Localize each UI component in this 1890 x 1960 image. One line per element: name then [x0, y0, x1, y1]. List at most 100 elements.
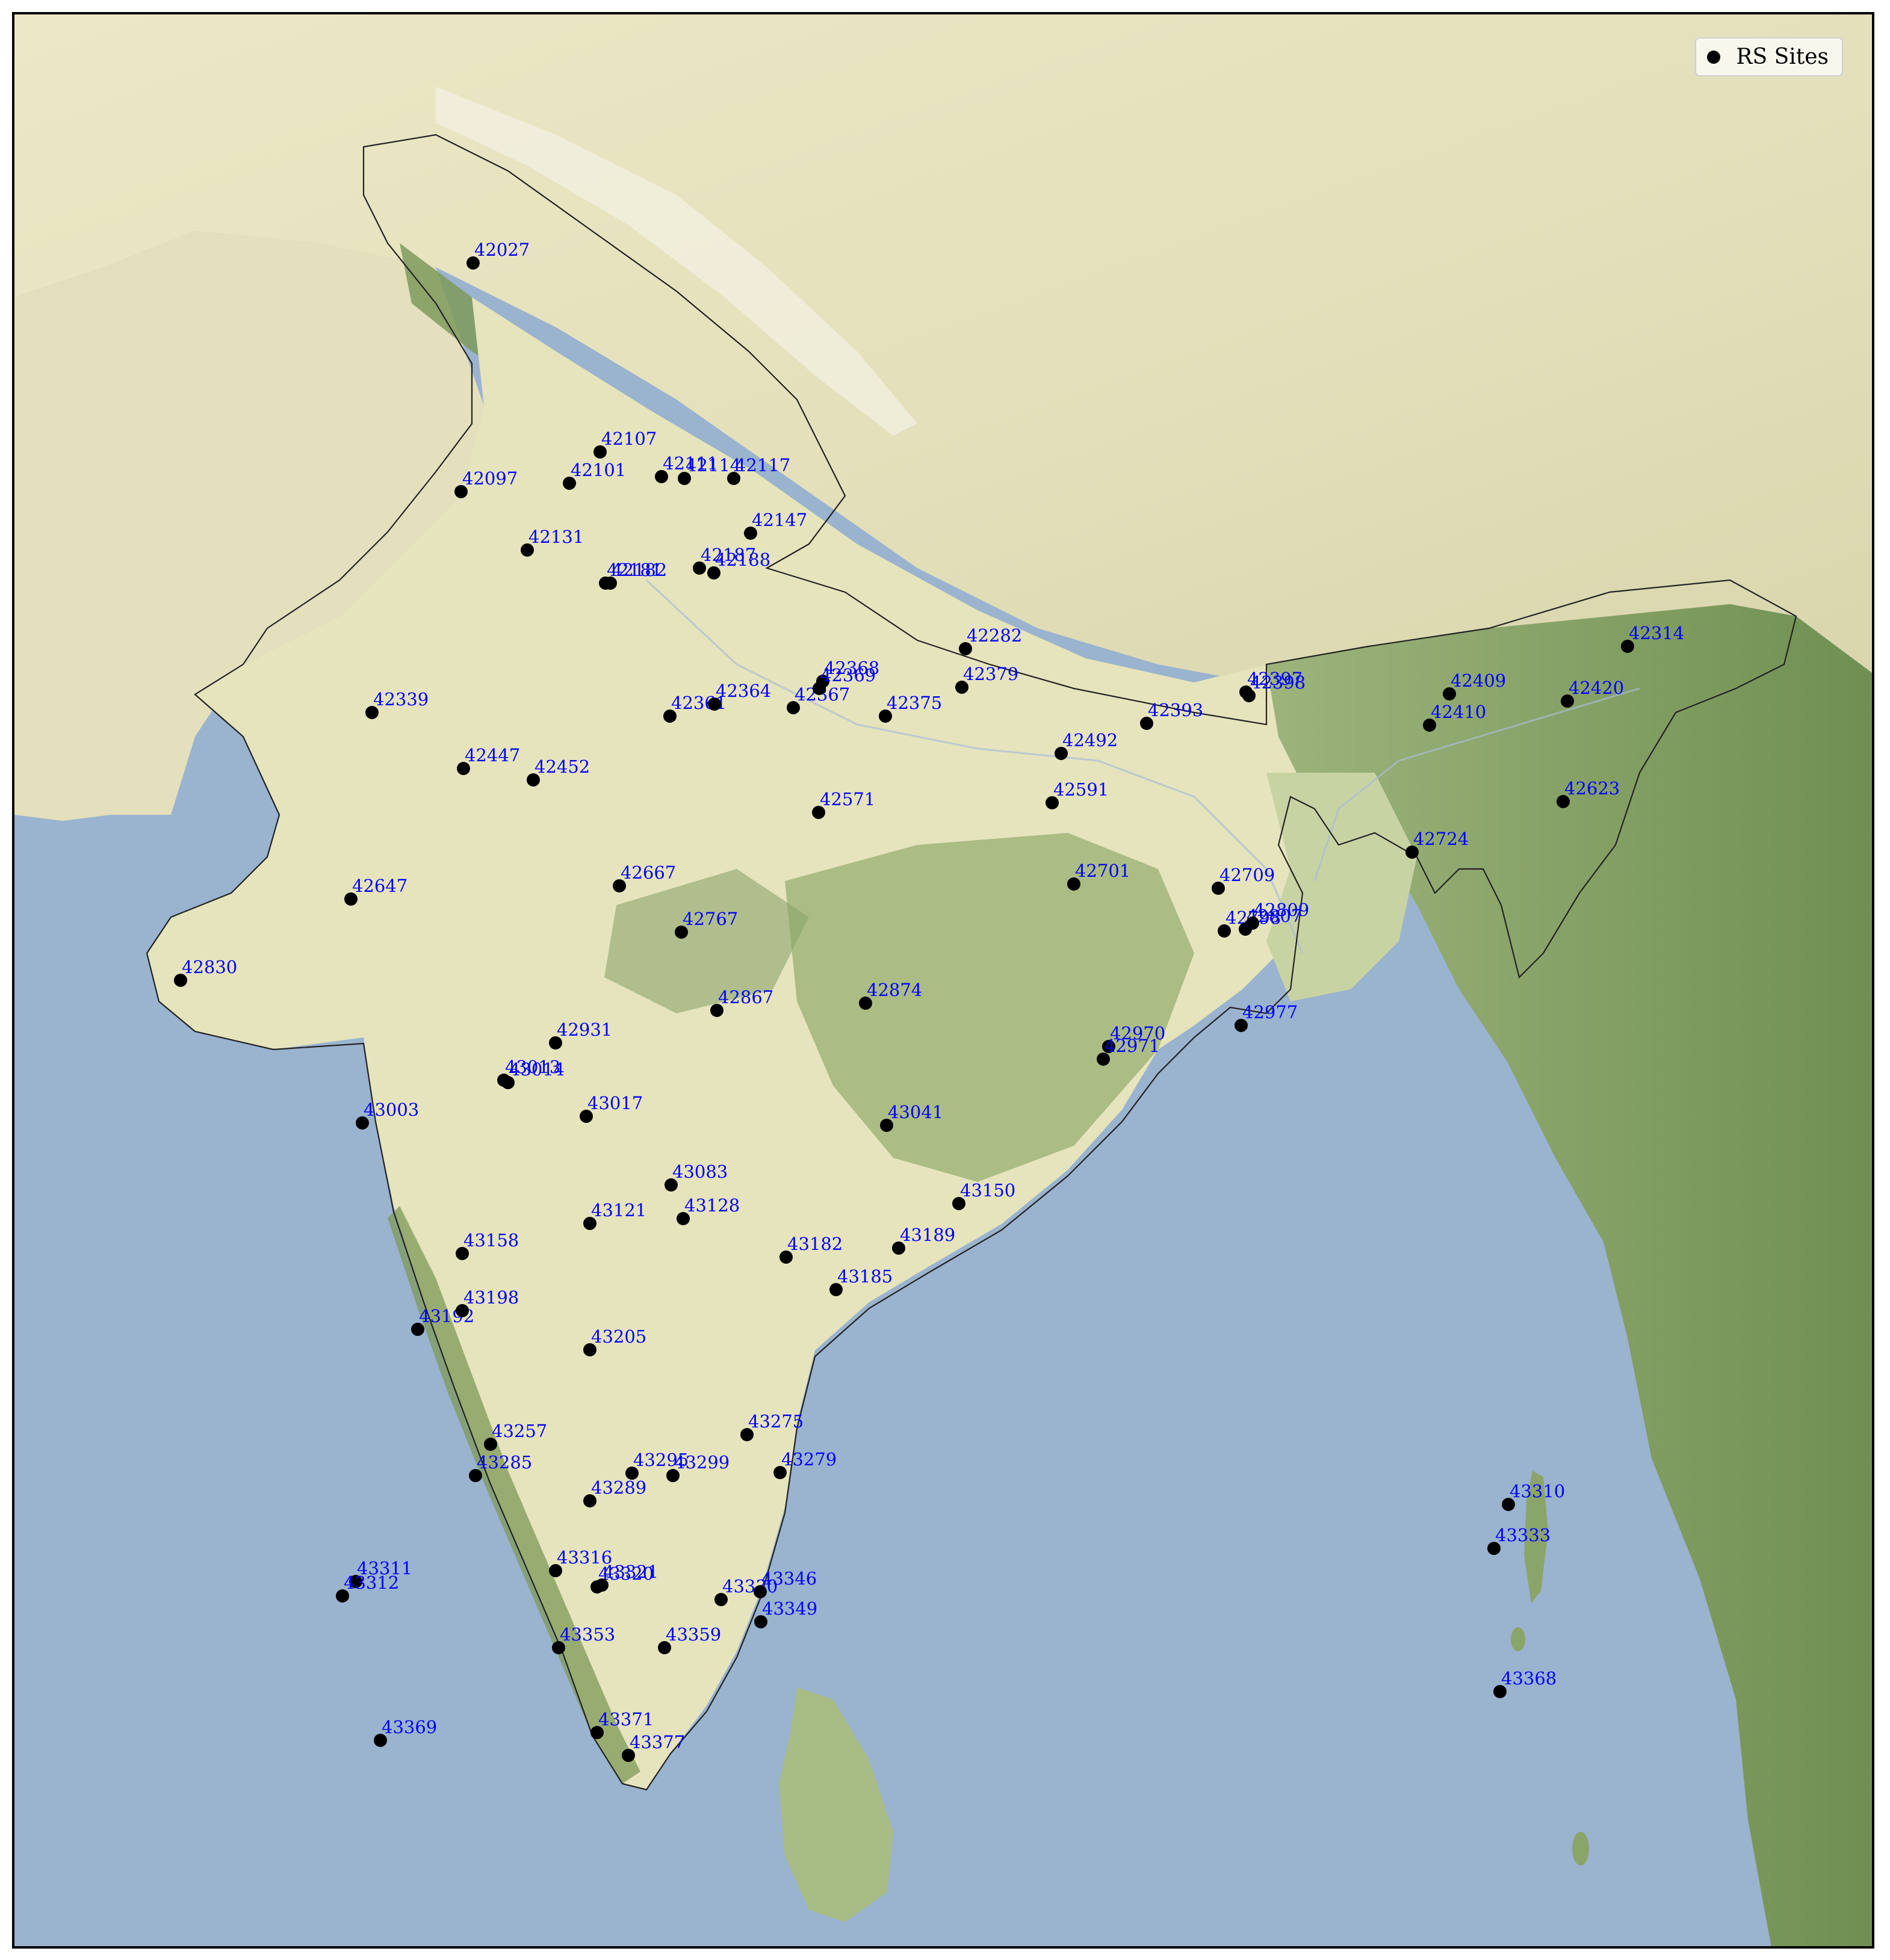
site-42971[interactable]: 42971: [1097, 1036, 1160, 1066]
site-42361[interactable]: 42361: [663, 693, 727, 723]
site-marker[interactable]: [469, 1469, 482, 1482]
site-43295[interactable]: 43295: [625, 1450, 689, 1480]
site-43205[interactable]: 43205: [583, 1326, 646, 1356]
site-42027[interactable]: 42027: [466, 240, 530, 270]
site-42701[interactable]: 42701: [1067, 861, 1130, 891]
site-42977[interactable]: 42977: [1235, 1002, 1298, 1032]
site-marker[interactable]: [563, 477, 576, 490]
site-marker[interactable]: [1140, 717, 1153, 730]
site-marker[interactable]: [1218, 924, 1231, 938]
site-42420[interactable]: 42420: [1561, 678, 1624, 708]
site-42970[interactable]: 42970: [1102, 1023, 1165, 1053]
site-marker[interactable]: [1443, 687, 1456, 700]
site-marker[interactable]: [1493, 1685, 1507, 1698]
site-43017[interactable]: 43017: [580, 1093, 643, 1123]
site-marker[interactable]: [677, 1212, 690, 1225]
site-marker[interactable]: [693, 561, 706, 575]
site-43368[interactable]: 43368: [1493, 1668, 1557, 1698]
site-marker[interactable]: [708, 697, 721, 711]
site-43279[interactable]: 43279: [773, 1449, 837, 1479]
site-marker[interactable]: [892, 1241, 905, 1255]
site-43083[interactable]: 43083: [665, 1161, 728, 1192]
site-marker[interactable]: [625, 1467, 639, 1480]
site-42282[interactable]: 42282: [959, 625, 1022, 655]
site-43289[interactable]: 43289: [583, 1477, 646, 1507]
site-43299[interactable]: 43299: [666, 1452, 730, 1482]
site-43349[interactable]: 43349: [754, 1598, 817, 1628]
site-marker[interactable]: [955, 681, 968, 694]
site-42131[interactable]: 42131: [521, 527, 584, 557]
site-42571[interactable]: 42571: [812, 789, 875, 819]
site-marker[interactable]: [374, 1734, 387, 1747]
site-43377[interactable]: 43377: [622, 1732, 685, 1762]
site-42767[interactable]: 42767: [675, 909, 738, 939]
site-43371[interactable]: 43371: [590, 1709, 654, 1739]
site-marker[interactable]: [1102, 1040, 1115, 1053]
site-42187[interactable]: 42187: [693, 545, 756, 575]
site-42809[interactable]: 42809: [1246, 900, 1309, 930]
site-marker[interactable]: [812, 806, 825, 819]
site-marker[interactable]: [1621, 640, 1634, 653]
site-marker[interactable]: [580, 1110, 593, 1123]
site-42492[interactable]: 42492: [1055, 730, 1118, 760]
site-43353[interactable]: 43353: [552, 1624, 615, 1654]
site-43316[interactable]: 43316: [549, 1547, 612, 1577]
site-43257[interactable]: 43257: [484, 1421, 547, 1451]
site-43311[interactable]: 43311: [349, 1558, 412, 1588]
site-marker[interactable]: [754, 1585, 767, 1598]
site-marker[interactable]: [714, 1593, 728, 1606]
map-frame[interactable]: 42027 42097 42101 42107 42111 42114 42117 42131…: [12, 12, 1874, 1949]
site-marker[interactable]: [583, 1494, 596, 1507]
site-42097[interactable]: 42097: [454, 468, 518, 498]
site-43359[interactable]: 43359: [658, 1624, 721, 1654]
site-marker[interactable]: [174, 974, 187, 987]
site-42709[interactable]: 42709: [1212, 865, 1275, 895]
site-marker[interactable]: [744, 527, 757, 540]
site-marker[interactable]: [1242, 689, 1256, 702]
site-marker[interactable]: [727, 472, 740, 485]
site-marker[interactable]: [1246, 917, 1259, 930]
site-marker[interactable]: [593, 445, 607, 459]
site-marker[interactable]: [813, 682, 826, 695]
site-42452[interactable]: 42452: [527, 756, 590, 787]
site-marker[interactable]: [1212, 882, 1225, 895]
site-42188[interactable]: 42188: [707, 549, 770, 580]
site-marker[interactable]: [604, 577, 617, 590]
site-42111[interactable]: 42111: [655, 453, 718, 483]
site-marker[interactable]: [411, 1323, 424, 1336]
site-marker[interactable]: [501, 1076, 515, 1089]
site-marker[interactable]: [665, 1178, 678, 1192]
site-marker[interactable]: [859, 997, 872, 1010]
site-marker[interactable]: [787, 701, 800, 714]
site-43003[interactable]: 43003: [356, 1099, 419, 1130]
site-42379[interactable]: 42379: [955, 664, 1018, 694]
site-43198[interactable]: 43198: [456, 1287, 519, 1317]
site-marker[interactable]: [622, 1749, 635, 1762]
site-marker[interactable]: [613, 879, 626, 892]
site-42375[interactable]: 42375: [879, 693, 942, 723]
site-43014[interactable]: 43014: [501, 1059, 565, 1089]
site-43346[interactable]: 43346: [754, 1568, 817, 1598]
site-43128[interactable]: 43128: [677, 1195, 740, 1225]
site-marker[interactable]: [1097, 1053, 1110, 1066]
site-42724[interactable]: 42724: [1405, 829, 1469, 859]
site-43013[interactable]: 43013: [497, 1057, 560, 1087]
site-marker[interactable]: [583, 1217, 596, 1230]
site-marker[interactable]: [663, 709, 677, 723]
site-43312[interactable]: 43312: [336, 1572, 399, 1603]
site-marker[interactable]: [779, 1251, 793, 1264]
site-marker[interactable]: [740, 1428, 754, 1441]
site-42117[interactable]: 42117: [727, 455, 790, 485]
site-marker[interactable]: [1423, 719, 1436, 732]
site-marker[interactable]: [773, 1466, 787, 1479]
site-marker[interactable]: [754, 1615, 767, 1628]
site-marker[interactable]: [549, 1564, 562, 1577]
site-marker[interactable]: [549, 1036, 562, 1050]
site-42647[interactable]: 42647: [344, 876, 407, 906]
site-42368[interactable]: 42368: [816, 658, 879, 688]
site-42147[interactable]: 42147: [744, 510, 807, 540]
site-marker[interactable]: [952, 1197, 965, 1210]
site-42107[interactable]: 42107: [593, 428, 657, 459]
site-42410[interactable]: 42410: [1423, 702, 1486, 732]
site-marker[interactable]: [349, 1575, 362, 1588]
